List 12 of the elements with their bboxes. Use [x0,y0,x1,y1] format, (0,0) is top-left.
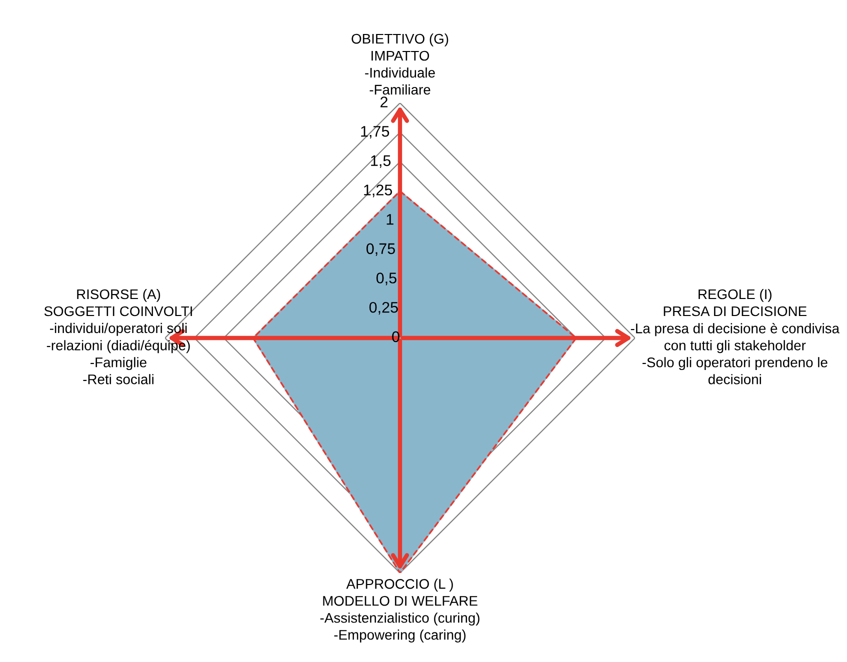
spoke-label: RISORSE (A) SOGGETTI COINVOLTI -individui/operatori soli -relazioni (diadi/équipe) -Famiglie -Reti sociali [44,288,192,384]
y-tick-label: 0,75 [366,243,395,256]
y-tick-label: 1,25 [364,184,392,198]
spoke-label: REGOLE (I) PRESA DI DECISIONE -La presa di decisione è condivisa con tutti gli stakeholder -Solo gli operatori prendeno le decisioni [630,288,840,384]
y-tick-label: 2 [380,96,388,108]
spoke-label: OBIETTIVO (G) IMPATTO -Individuale -Familiare [352,33,448,95]
y-tick-label: 1 [386,214,394,225]
y-tick-label: 1,75 [361,126,390,139]
spoke-label: APPROCCIO (L ) MODELLO DI WELFARE -Assistenzialistico (curing) -Empowering (caring) [320,578,480,643]
y-tick-label: 1,5 [371,155,391,168]
y-tick-label: 0,25 [369,302,398,315]
y-tick-label: 0,5 [376,272,396,286]
